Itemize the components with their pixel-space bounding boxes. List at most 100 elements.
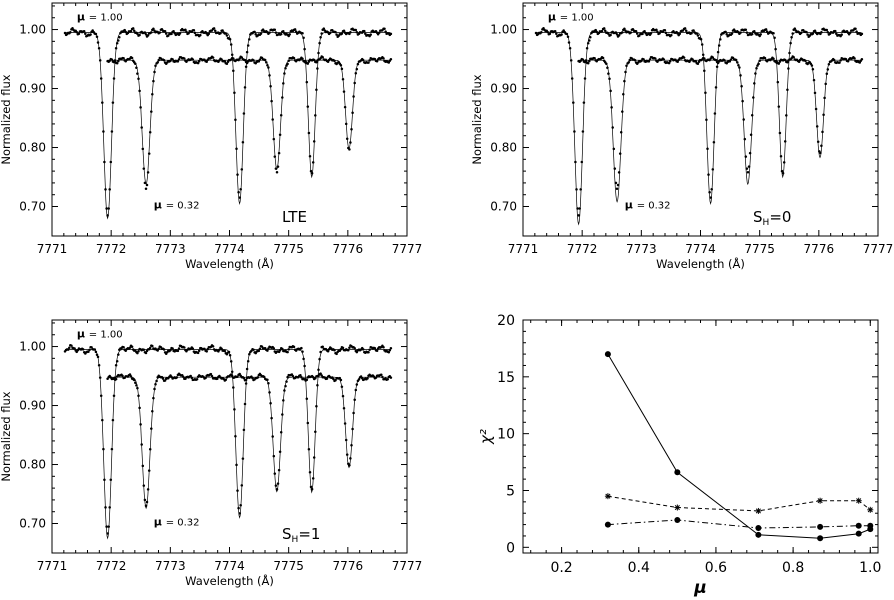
- observed-point: [804, 59, 807, 63]
- observed-point: [101, 418, 104, 422]
- x-tick-label-0.2: 0.2: [550, 560, 572, 576]
- observed-point: [205, 60, 208, 64]
- observed-point: [555, 32, 558, 35]
- observed-point: [95, 35, 99, 39]
- observed-point: [75, 30, 78, 34]
- observed-point: [573, 130, 576, 133]
- observed-point: [682, 56, 686, 59]
- observed-point: [619, 130, 623, 134]
- observed-point: [271, 118, 274, 121]
- model-spectrum-2: [107, 59, 391, 186]
- observed-point: [757, 62, 760, 66]
- observed-point: [635, 32, 639, 35]
- observed-point: [811, 68, 815, 71]
- plot-frame: [522, 319, 879, 554]
- observed-point: [609, 89, 612, 93]
- observed-point: [707, 173, 710, 176]
- observed-point: [135, 66, 138, 69]
- observed-point: [593, 57, 596, 60]
- observed-point: [263, 58, 267, 62]
- observed-point: [642, 58, 645, 61]
- observed-point: [301, 31, 304, 35]
- observed-point: [137, 394, 140, 397]
- observed-point: [345, 137, 349, 140]
- observed-point: [104, 506, 107, 509]
- observed-point: [279, 430, 283, 434]
- observed-point: [267, 382, 270, 385]
- chi2-series-2: [604, 517, 874, 531]
- observed-point: [316, 383, 319, 387]
- observed-point: [243, 402, 247, 406]
- model-label: LTE: [282, 208, 307, 226]
- observed-point: [301, 350, 304, 353]
- observed-point: [750, 32, 754, 36]
- observed-point: [839, 59, 842, 62]
- observed-point: [299, 374, 302, 377]
- observed-point: [612, 147, 616, 151]
- observed-point: [793, 27, 797, 30]
- observed-point: [570, 77, 574, 80]
- observed-point: [382, 57, 385, 60]
- observed-point: [334, 378, 337, 382]
- observed-point: [105, 525, 108, 528]
- observed-point: [143, 31, 147, 34]
- observed-point: [122, 345, 125, 349]
- chi2-point: [855, 522, 862, 529]
- observed-point: [199, 33, 202, 37]
- observed-point: [749, 133, 753, 137]
- observed-point: [703, 69, 706, 73]
- x-tick-label-7774: 7774: [214, 242, 245, 256]
- observed-point: [855, 30, 858, 33]
- observed-point: [369, 33, 372, 36]
- observed-point: [292, 345, 296, 349]
- observed-point: [292, 56, 296, 60]
- observed-point: [618, 152, 622, 155]
- observed-point: [275, 487, 279, 491]
- observed-point: [69, 31, 72, 34]
- observed-point: [621, 110, 624, 113]
- observed-point: [709, 196, 712, 199]
- observed-point: [647, 60, 651, 63]
- observed-point: [115, 360, 119, 363]
- observed-point: [710, 188, 713, 191]
- observed-point: [321, 345, 324, 349]
- observed-point: [185, 30, 188, 33]
- chi2-point: [674, 469, 681, 476]
- observed-point: [367, 351, 370, 354]
- observed-point: [773, 36, 776, 39]
- observed-point: [788, 51, 791, 55]
- observed-point: [711, 168, 715, 171]
- observed-point: [318, 357, 321, 361]
- observed-point: [384, 30, 387, 33]
- observed-point: [190, 376, 194, 380]
- observed-point: [699, 38, 703, 41]
- chi2-point: [755, 531, 762, 538]
- observed-point: [744, 155, 748, 158]
- observed-point: [142, 167, 146, 170]
- chi2-point: [604, 493, 611, 500]
- observed-point: [664, 31, 668, 35]
- observed-point: [712, 141, 716, 144]
- observed-point: [625, 64, 628, 67]
- observed-point: [361, 58, 365, 62]
- observed-point: [790, 36, 793, 39]
- chi2-series-0: [604, 351, 874, 542]
- observed-spectrum-1: [63, 26, 393, 217]
- observed-point: [353, 81, 356, 85]
- observed-point: [265, 61, 268, 64]
- observed-point: [838, 61, 841, 64]
- observed-point: [381, 375, 384, 379]
- observed-point: [758, 59, 761, 62]
- observed-point: [242, 112, 246, 115]
- observed-point: [641, 32, 644, 36]
- chi2-point: [674, 504, 681, 511]
- observed-point: [814, 107, 818, 111]
- observed-point: [136, 386, 139, 390]
- observed-point: [252, 348, 255, 352]
- observed-point: [162, 348, 166, 351]
- observed-point: [364, 32, 367, 36]
- observed-point: [648, 58, 652, 61]
- model-label: SH=0: [753, 208, 791, 228]
- observed-point: [725, 33, 728, 36]
- observed-point: [706, 147, 709, 150]
